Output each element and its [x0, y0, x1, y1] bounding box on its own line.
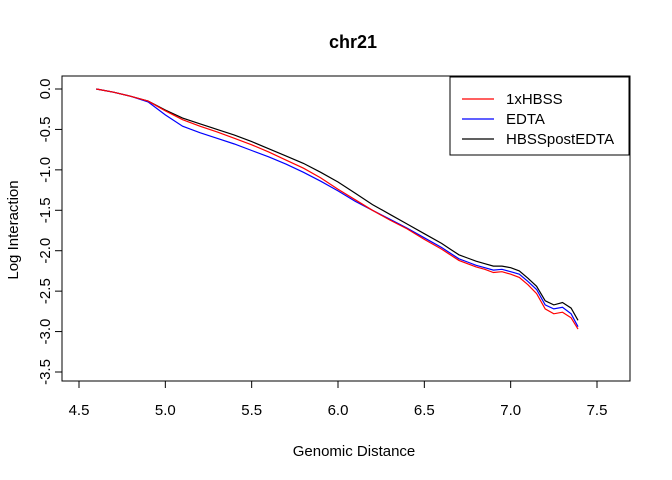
legend: 1xHBSS EDTA HBSSpostEDTA [449, 76, 630, 156]
chart-title: chr21 [329, 32, 377, 52]
x-axis: 4.5 5.0 5.5 6.0 6.5 7.0 7.5 [69, 380, 608, 419]
y-tick-label: -2.0 [37, 238, 54, 264]
x-tick-label: 7.5 [587, 402, 608, 419]
legend-label: EDTA [506, 111, 545, 128]
x-tick-label: 5.0 [155, 402, 176, 419]
legend-label: 1xHBSS [506, 91, 563, 108]
x-tick-label: 7.0 [500, 402, 521, 419]
x-tick-label: 5.5 [241, 402, 262, 419]
series-layer [96, 88, 579, 330]
y-tick-label: -3.0 [37, 319, 54, 345]
y-axis: 0.0 -0.5 -1.0 -1.5 -2.0 -2.5 -3.0 -3.5 [37, 79, 63, 385]
y-tick-label: -2.5 [37, 278, 54, 304]
series-line-hbsspostedta [96, 88, 579, 321]
x-tick-label: 6.0 [328, 402, 349, 419]
x-tick-label: 4.5 [69, 402, 90, 419]
x-axis-label: Genomic Distance [293, 443, 416, 460]
y-tick-label: 0.0 [37, 79, 54, 100]
y-axis-label: Log Interaction [5, 180, 22, 279]
y-tick-label: -1.0 [37, 157, 54, 183]
y-tick-label: -1.5 [37, 197, 54, 223]
legend-label: HBSSpostEDTA [506, 131, 614, 148]
y-tick-label: -3.5 [37, 359, 54, 385]
series-line-edta [96, 88, 579, 327]
x-tick-label: 6.5 [414, 402, 435, 419]
series-line-1xhbss [96, 88, 579, 330]
y-tick-label: -0.5 [37, 116, 54, 142]
legend-box [449, 76, 630, 156]
